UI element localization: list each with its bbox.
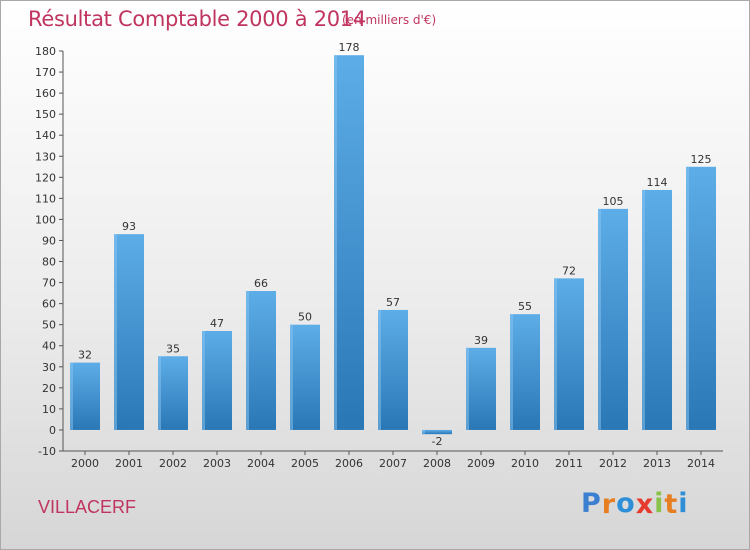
y-tick-label: 0 (49, 424, 56, 437)
y-tick-label: 110 (35, 192, 56, 205)
bar[interactable] (378, 309, 408, 430)
x-tick-label: 2002 (159, 457, 187, 470)
value-label: 93 (122, 220, 136, 233)
value-label: 114 (647, 176, 668, 189)
bar[interactable] (290, 324, 320, 430)
bar[interactable] (158, 356, 188, 430)
value-label: 55 (518, 300, 532, 313)
x-tick-label: 2013 (643, 457, 671, 470)
commune-name: VILLACERF (38, 497, 137, 517)
bar[interactable] (554, 278, 584, 430)
x-tick-label: 2008 (423, 457, 451, 470)
value-label: 72 (562, 264, 576, 277)
logo-letter: i (654, 488, 665, 519)
y-tick-label: 120 (35, 171, 56, 184)
bar-highlight (114, 234, 117, 430)
axes: -10 0 10 20 30 40 50 60 70 80 90 100 110 120 130 140 150… (35, 45, 723, 470)
bar[interactable] (598, 208, 628, 430)
value-label: 47 (210, 317, 224, 330)
bar-highlight (598, 208, 601, 430)
value-label: 105 (603, 195, 624, 208)
bar[interactable] (334, 55, 364, 430)
bar-highlight (378, 309, 381, 430)
logo-letter: i (678, 488, 689, 519)
chart-title: Résultat Comptable 2000 à 2014 (28, 7, 366, 31)
x-tick-label: 2005 (291, 457, 319, 470)
value-label: 39 (474, 334, 488, 347)
logo-letter: o (616, 488, 636, 519)
bar-highlight (466, 347, 469, 430)
bar[interactable] (642, 189, 672, 430)
x-tick-label: 2012 (599, 457, 627, 470)
y-tick-label: 130 (35, 150, 56, 163)
value-label: 32 (78, 349, 92, 362)
value-label: 125 (691, 153, 712, 166)
bar[interactable] (246, 291, 276, 430)
bar-highlight (70, 362, 73, 430)
logo-letter: t (664, 489, 679, 520)
y-tick-label: 80 (42, 256, 56, 269)
bar-highlight (554, 278, 557, 430)
bar[interactable] (686, 166, 716, 430)
bar-highlight (422, 429, 425, 435)
bars (70, 55, 716, 435)
y-tick-label: -10 (38, 445, 56, 458)
y-tick-label: 40 (42, 340, 56, 353)
bar-highlight (202, 331, 205, 430)
y-tick-label: 150 (35, 108, 56, 121)
x-tick-label: 2001 (115, 457, 143, 470)
y-tick-label: 100 (35, 213, 56, 226)
value-label: 178 (339, 41, 360, 54)
x-tick-label: 2010 (511, 457, 539, 470)
bar-highlight (686, 166, 689, 430)
bar[interactable] (202, 331, 232, 430)
value-labels: 32 93 35 47 66 50 178 57 -2 39 55 72 105 114 125 (78, 41, 712, 448)
bar[interactable] (70, 362, 100, 430)
y-tick-label: 170 (35, 66, 56, 79)
y-tick-label: 50 (42, 319, 56, 332)
x-tick-label: 2007 (379, 457, 407, 470)
x-tick-label: 2003 (203, 457, 231, 470)
x-tick-label: 2006 (335, 457, 363, 470)
value-label: 57 (386, 296, 400, 309)
bar-highlight (642, 189, 645, 430)
bar[interactable] (510, 314, 540, 430)
bar[interactable] (422, 429, 452, 435)
bar-highlight (290, 324, 293, 430)
x-tick-label: 2011 (555, 457, 583, 470)
value-label: -2 (432, 435, 443, 448)
bar-highlight (334, 55, 337, 430)
logo-letter: r (601, 489, 617, 520)
chart-subtitle: (en milliers d'€) (342, 13, 437, 27)
x-tick-label: 2004 (247, 457, 275, 470)
y-tick-label: 180 (35, 45, 56, 58)
bar-highlight (246, 291, 249, 430)
bar-highlight (510, 314, 513, 430)
y-tick-label: 10 (42, 403, 56, 416)
value-label: 35 (166, 342, 180, 355)
x-tick-label: 2000 (71, 457, 99, 470)
x-tick-label: 2009 (467, 457, 495, 470)
value-label: 50 (298, 311, 312, 324)
y-tick-label: 70 (42, 277, 56, 290)
y-tick-label: 90 (42, 234, 56, 247)
y-tick-label: 30 (42, 361, 56, 374)
proxiti-logo[interactable]: Proxiti (581, 488, 689, 520)
y-tick-label: 140 (35, 129, 56, 142)
bar[interactable] (114, 234, 144, 430)
bar[interactable] (466, 347, 496, 430)
y-tick-label: 20 (42, 382, 56, 395)
x-tick-label: 2014 (687, 457, 715, 470)
logo-letter: x (635, 489, 655, 520)
y-tick-label: 60 (42, 298, 56, 311)
logo-letter: P (581, 488, 602, 519)
bar-highlight (158, 356, 161, 430)
y-tick-label: 160 (35, 87, 56, 100)
value-label: 66 (254, 277, 268, 290)
